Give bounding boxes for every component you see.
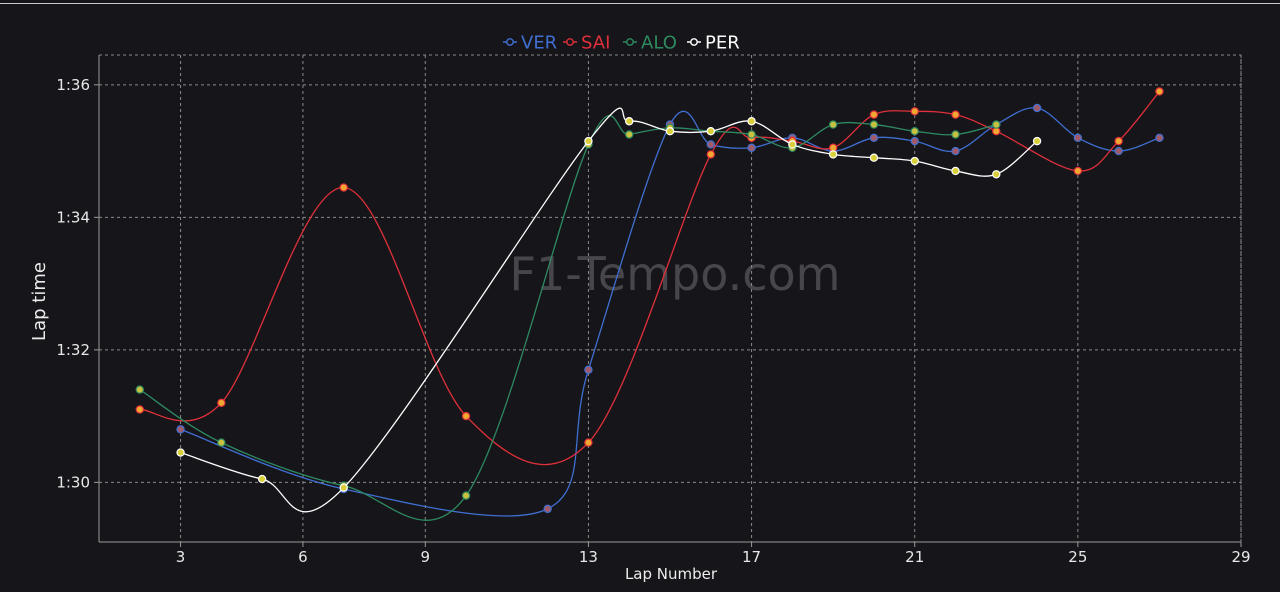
- data-point-per: [869, 153, 879, 162]
- series-ver: [176, 103, 1164, 517]
- y-tick-label: 1:30: [56, 473, 90, 491]
- data-point-ver: [1114, 146, 1123, 156]
- x-tick-label: 3: [176, 548, 186, 566]
- data-point-per: [176, 448, 185, 457]
- data-point-ver: [706, 140, 715, 149]
- data-point-per: [625, 117, 634, 126]
- y-tick-label: 1:36: [56, 76, 90, 94]
- data-point-ver: [176, 425, 185, 434]
- data-point-sai: [584, 438, 593, 447]
- legend-marker-alo: [626, 38, 634, 46]
- data-point-per: [910, 156, 919, 166]
- data-point-ver: [543, 504, 552, 514]
- data-point-alo: [992, 120, 1001, 129]
- data-point-alo: [869, 120, 879, 129]
- data-point-ver: [1155, 133, 1164, 143]
- data-point-per: [665, 126, 675, 136]
- y-tick-label: 1:34: [56, 208, 90, 226]
- series-per: [176, 107, 1042, 513]
- series-line-alo: [139, 115, 997, 521]
- data-point-ver: [869, 133, 879, 143]
- x-tick-label: 21: [905, 548, 924, 566]
- watermark: F1-Tempo.com: [510, 247, 841, 301]
- legend-label-per: PER: [705, 33, 740, 54]
- legend-marker-per: [690, 38, 698, 46]
- data-point-sai: [217, 398, 226, 408]
- data-point-ver: [584, 365, 593, 374]
- top-divider: [0, 3, 1280, 4]
- data-point-sai: [461, 411, 471, 421]
- data-point-per: [584, 136, 593, 146]
- legend-item-sai: SAI: [563, 33, 610, 54]
- data-point-per: [828, 150, 838, 159]
- data-point-sai: [1114, 136, 1123, 146]
- data-point-alo: [828, 120, 838, 129]
- data-point-per: [257, 474, 267, 484]
- legend-item-alo: ALO: [623, 33, 677, 54]
- data-point-alo: [135, 385, 144, 394]
- series-line-per: [180, 107, 1038, 513]
- y-axis-title: Lap time: [29, 262, 50, 341]
- legend-marker-sai: [566, 38, 574, 46]
- data-point-per: [706, 126, 715, 136]
- data-point-sai: [339, 183, 348, 192]
- x-tick-label: 17: [742, 548, 761, 566]
- data-point-alo: [747, 130, 756, 139]
- data-point-ver: [910, 136, 919, 146]
- legend-label-sai: SAI: [581, 33, 610, 54]
- x-tick-label: 6: [298, 548, 308, 566]
- data-point-per: [1032, 136, 1042, 146]
- legend-label-ver: VER: [521, 33, 557, 54]
- data-point-per: [992, 170, 1001, 179]
- data-point-sai: [135, 405, 144, 414]
- y-tick-label: 1:32: [56, 341, 90, 359]
- data-point-alo: [625, 130, 634, 139]
- data-point-ver: [951, 146, 960, 156]
- series-alo: [135, 115, 1001, 521]
- data-point-per: [747, 117, 756, 126]
- data-point-alo: [951, 130, 960, 139]
- legend-label-alo: ALO: [641, 33, 677, 54]
- data-point-ver: [1073, 133, 1083, 143]
- series-line-ver: [180, 107, 1160, 517]
- data-point-alo: [910, 126, 919, 136]
- data-point-ver: [1032, 103, 1042, 113]
- x-tick-label: 13: [579, 548, 598, 566]
- data-point-per: [788, 140, 797, 149]
- x-tick-label: 9: [421, 548, 431, 566]
- data-point-sai: [706, 150, 715, 159]
- data-point-ver: [747, 143, 756, 152]
- legend-item-per: PER: [687, 33, 740, 54]
- data-point-sai: [1155, 87, 1164, 96]
- data-point-alo: [217, 438, 226, 447]
- data-point-sai: [951, 110, 960, 119]
- x-tick-label: 25: [1068, 548, 1087, 566]
- x-axis-title: Lap Number: [625, 565, 718, 583]
- data-point-alo: [461, 491, 471, 500]
- legend-item-ver: VER: [503, 33, 557, 54]
- data-point-per: [951, 166, 960, 176]
- data-point-sai: [869, 110, 879, 119]
- x-tick-label: 29: [1231, 548, 1250, 566]
- data-point-sai: [1073, 166, 1083, 176]
- data-point-sai: [910, 107, 919, 116]
- data-point-per: [339, 483, 348, 492]
- legend-marker-ver: [506, 38, 514, 46]
